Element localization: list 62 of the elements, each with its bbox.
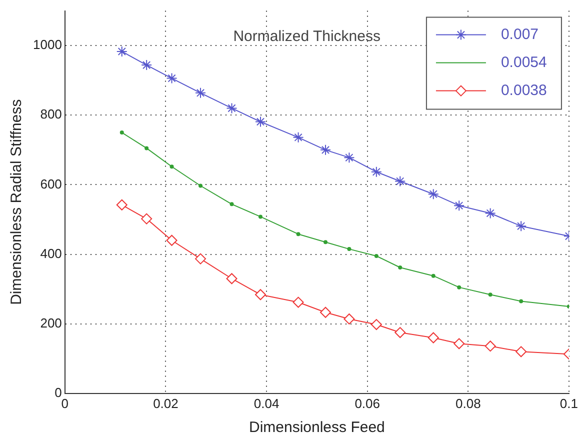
point — [324, 240, 328, 244]
x-axis-title: Dimensionless Feed — [248, 419, 385, 436]
point — [226, 102, 238, 114]
point — [170, 164, 174, 169]
point — [195, 253, 206, 264]
point — [454, 200, 465, 212]
point — [292, 132, 304, 143]
y-tick-label: 1000 — [33, 37, 62, 52]
legend-title: Normalized Thickness — [233, 28, 380, 45]
point — [344, 152, 355, 164]
point — [320, 306, 332, 318]
point — [454, 338, 465, 350]
point — [347, 247, 352, 252]
x-tick-label: 0.06 — [354, 396, 380, 411]
y-tick-label: 800 — [40, 106, 62, 122]
y-tick-label: 600 — [40, 176, 62, 192]
point — [344, 313, 355, 324]
point — [254, 116, 266, 128]
point — [457, 285, 462, 290]
x-tick-label: 0.02 — [153, 396, 178, 411]
point — [141, 213, 152, 224]
point — [320, 144, 332, 156]
point — [484, 208, 496, 219]
y-tick-label: 200 — [40, 315, 62, 330]
point — [195, 87, 206, 98]
y-tick-label: 400 — [40, 246, 62, 261]
point — [428, 332, 439, 344]
point — [226, 273, 238, 284]
point — [370, 319, 382, 330]
legend-label: 0.007 — [500, 26, 539, 43]
point — [428, 188, 439, 200]
point — [116, 46, 128, 57]
point — [230, 202, 234, 206]
point — [292, 296, 304, 308]
point — [516, 220, 527, 232]
point — [394, 176, 406, 187]
point — [484, 340, 496, 352]
point — [254, 289, 266, 300]
point — [488, 292, 492, 297]
point — [370, 166, 382, 178]
point — [166, 72, 178, 84]
point — [116, 199, 128, 210]
x-tick-label: 0.04 — [254, 396, 280, 411]
point — [258, 214, 262, 219]
point — [198, 184, 203, 188]
point — [296, 232, 300, 236]
point — [398, 265, 402, 270]
point — [431, 274, 436, 278]
legend-label: 0.0038 — [500, 82, 547, 99]
legend-label: 0.0054 — [500, 54, 547, 71]
x-tick-label: 0.08 — [456, 396, 481, 411]
y-axis-title: Dimensionless Radial Stiffness — [8, 99, 26, 305]
point — [141, 60, 152, 71]
point — [394, 327, 406, 338]
point — [519, 299, 524, 304]
point — [166, 234, 178, 246]
point — [374, 254, 378, 258]
point — [120, 130, 124, 135]
point — [516, 346, 527, 358]
point — [144, 146, 149, 150]
y-tick-label: 0 — [54, 384, 62, 400]
x-tick-label: 0.1 — [560, 396, 578, 411]
